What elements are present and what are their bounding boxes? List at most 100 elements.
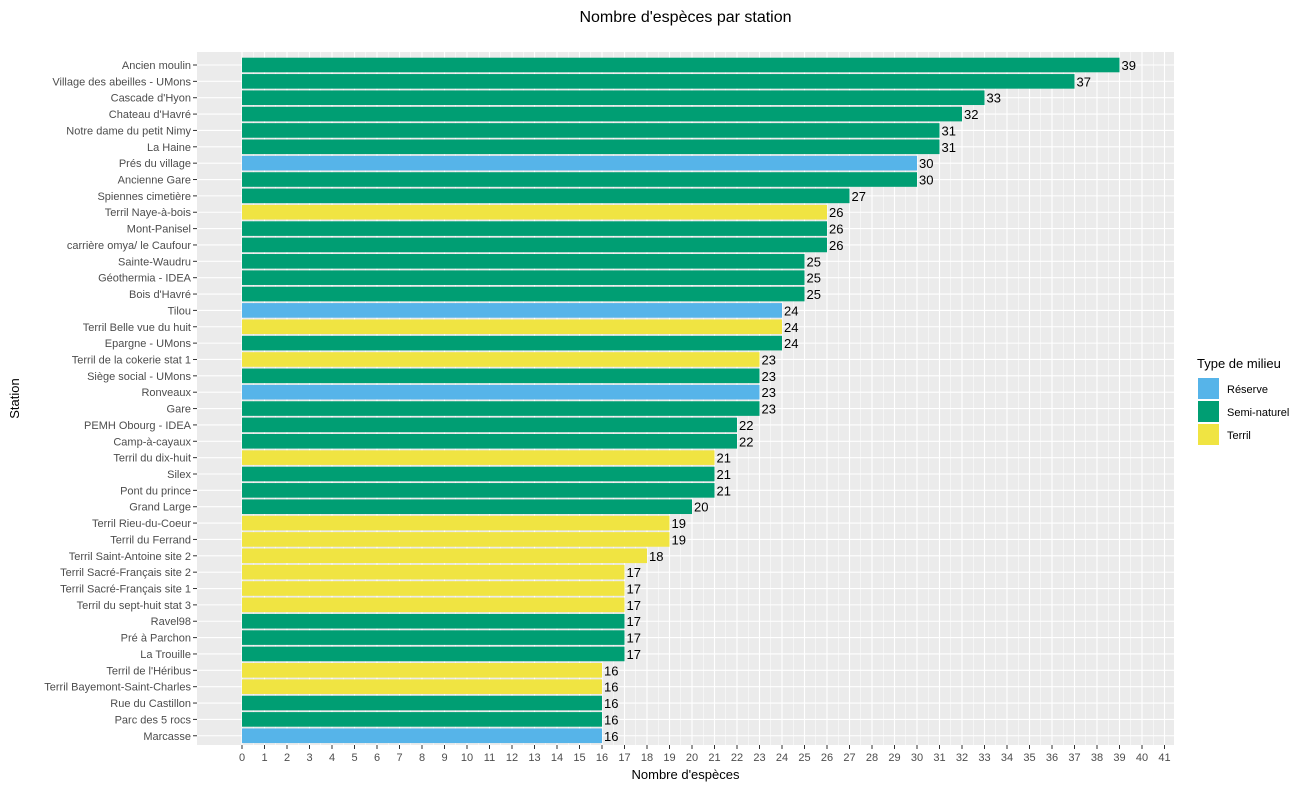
- data-label: 26: [829, 222, 843, 237]
- data-label: 26: [829, 238, 843, 253]
- y-tick-label: Terril Rieu-du-Coeur: [92, 518, 191, 530]
- data-label: 25: [807, 254, 821, 269]
- data-label: 17: [627, 598, 641, 613]
- data-label: 24: [784, 303, 798, 318]
- x-tick-label: 3: [306, 752, 312, 764]
- data-label: 32: [964, 107, 978, 122]
- x-tick-label: 33: [978, 752, 990, 764]
- x-tick-label: 18: [641, 752, 653, 764]
- y-tick-label: Sainte-Waudru: [118, 256, 191, 268]
- bar: [242, 303, 782, 318]
- bar: [242, 646, 625, 662]
- bar: [242, 172, 917, 187]
- data-label: 23: [762, 369, 776, 384]
- bar: [242, 597, 625, 613]
- x-tick-label: 22: [731, 752, 743, 764]
- data-label: 16: [604, 696, 618, 711]
- data-label: 21: [717, 451, 731, 466]
- x-tick-label: 15: [573, 752, 585, 764]
- x-tick-label: 2: [284, 752, 290, 764]
- x-tick-label: 0: [239, 752, 245, 764]
- y-tick-label: Marcasse: [143, 731, 191, 743]
- y-tick-label: Prés du village: [119, 158, 191, 170]
- y-tick-label: Cascade d'Hyon: [111, 93, 191, 105]
- data-label: 30: [919, 156, 933, 171]
- data-label: 22: [739, 418, 753, 433]
- data-label: 24: [784, 336, 798, 351]
- bar: [242, 532, 670, 547]
- y-tick-label: Terril du dix-huit: [113, 453, 191, 465]
- bar: [242, 368, 760, 384]
- data-label: 21: [717, 483, 731, 498]
- bars-group: [242, 57, 1120, 744]
- x-tick-label: 17: [618, 752, 630, 764]
- bar: [242, 728, 602, 744]
- bar: [242, 450, 715, 465]
- x-tick-label: 38: [1091, 752, 1103, 764]
- y-tick-label: Chateau d'Havré: [109, 109, 191, 121]
- y-axis-title: Station: [7, 378, 22, 418]
- y-tick-label: Terril Sacré-Français site 2: [60, 567, 191, 579]
- bar: [242, 401, 760, 416]
- data-label: 31: [942, 123, 956, 138]
- x-tick-label: 40: [1136, 752, 1148, 764]
- y-tick-labels: Ancien moulin Village des abeilles - UMon…: [44, 60, 197, 743]
- data-label: 33: [987, 91, 1001, 106]
- legend-label: Semi-naturel: [1227, 407, 1289, 419]
- bar: [242, 237, 827, 253]
- bar: [242, 433, 737, 449]
- y-tick-label: Terril du sept-huit stat 3: [77, 600, 191, 612]
- x-tick-label: 36: [1046, 752, 1058, 764]
- bar: [242, 319, 782, 335]
- y-tick-label: La Haine: [147, 142, 191, 154]
- bar: [242, 548, 647, 564]
- x-tick-label: 34: [1001, 752, 1013, 764]
- y-tick-label: Géothermia - IDEA: [98, 273, 192, 285]
- y-tick-label: PEMH Obourg - IDEA: [84, 420, 192, 432]
- bar: [242, 630, 625, 645]
- y-tick-label: Rue du Castillon: [110, 698, 191, 710]
- y-tick-label: Ravel98: [151, 616, 191, 628]
- x-tick-label: 39: [1113, 752, 1125, 764]
- data-label: 16: [604, 663, 618, 678]
- data-label: 16: [604, 712, 618, 727]
- bar: [242, 106, 962, 122]
- legend-key: [1198, 378, 1219, 399]
- bar: [242, 352, 760, 367]
- x-tick-label: 4: [329, 752, 335, 764]
- y-tick-label: Ancien moulin: [122, 60, 191, 72]
- data-label: 26: [829, 205, 843, 220]
- bar: [242, 417, 737, 433]
- legend-title: Type de milieu: [1197, 356, 1281, 371]
- y-tick-label: Ancienne Gare: [118, 175, 191, 187]
- y-tick-label: Epargne - UMons: [105, 338, 192, 350]
- x-tick-label: 23: [753, 752, 765, 764]
- data-label: 37: [1077, 74, 1091, 89]
- data-label: 16: [604, 729, 618, 744]
- data-label: 17: [627, 631, 641, 646]
- y-tick-label: Pont du prince: [120, 485, 191, 497]
- x-tick-label: 1: [261, 752, 267, 764]
- legend-key: [1198, 424, 1219, 445]
- bar: [242, 499, 692, 515]
- chart-title: Nombre d'espèces par station: [579, 9, 791, 26]
- data-label: 31: [942, 140, 956, 155]
- y-tick-label: Gare: [167, 404, 191, 416]
- bar: [242, 155, 917, 171]
- data-label: 21: [717, 467, 731, 482]
- x-tick-label: 41: [1158, 752, 1170, 764]
- data-label: 27: [852, 189, 866, 204]
- data-label: 24: [784, 320, 798, 335]
- y-tick-label: Terril Bayemont-Saint-Charles: [44, 682, 191, 694]
- x-tick-label: 10: [461, 752, 473, 764]
- x-tick-label: 31: [933, 752, 945, 764]
- x-tick-label: 20: [686, 752, 698, 764]
- y-tick-label: Tilou: [168, 305, 191, 317]
- x-tick-labels: 0 1 2 3 4 5 6 7 8 9 10 11 12 13 14 15 16 17 18 19 20 21 22 23 24…: [239, 745, 1171, 764]
- x-tick-label: 6: [374, 752, 380, 764]
- x-tick-label: 35: [1023, 752, 1035, 764]
- data-label: 17: [627, 614, 641, 629]
- data-label: 19: [672, 516, 686, 531]
- x-tick-label: 37: [1068, 752, 1080, 764]
